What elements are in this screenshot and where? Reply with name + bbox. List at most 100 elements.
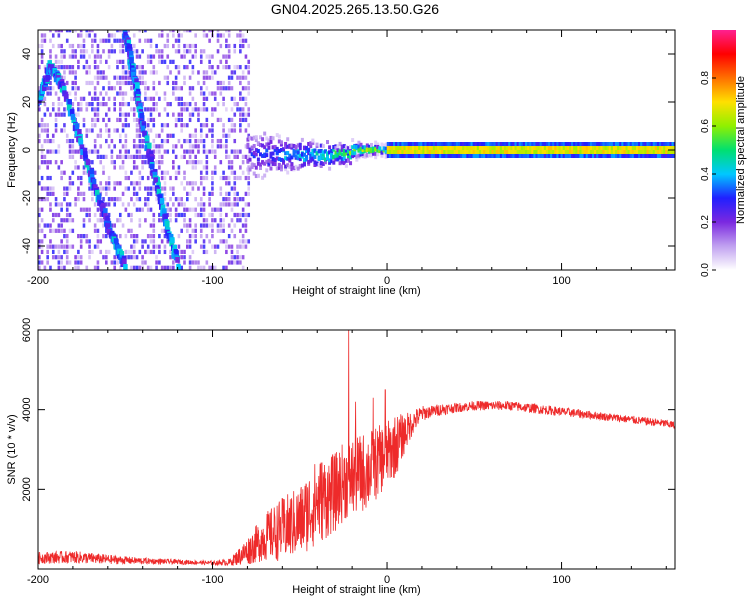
signal-cell (271, 161, 275, 166)
noise-cell (79, 239, 83, 244)
noise-cell (155, 265, 158, 270)
noise-cell (93, 75, 97, 80)
noise-cell (222, 144, 225, 149)
noise-cell (130, 181, 133, 186)
signal-cell (342, 152, 346, 157)
noise-cell (138, 138, 142, 144)
noise-cell (172, 30, 175, 33)
noise-cell (185, 43, 189, 49)
noise-cell (107, 133, 111, 138)
noise-cell (110, 138, 114, 144)
signal-cell (478, 150, 482, 154)
noise-cell (244, 38, 248, 43)
signal-cell (319, 153, 323, 158)
noise-cell (199, 207, 203, 212)
noise-cell (93, 228, 97, 233)
noise-cell (38, 138, 41, 144)
signal-cell (282, 147, 286, 152)
noise-cell (185, 138, 189, 144)
diagonal-ridge-2-cell (169, 240, 174, 247)
signal-cell (596, 142, 600, 146)
signal-cell (340, 152, 344, 157)
noise-cell (144, 107, 147, 112)
signal-cell (455, 150, 459, 154)
noise-cell (247, 112, 251, 117)
noise-cell (166, 65, 170, 70)
noise-cell (102, 234, 105, 239)
signal-cell (658, 154, 662, 158)
noise-cell (93, 138, 97, 144)
spectrogram-y-tick-label: 40 (21, 48, 33, 60)
noise-cell (233, 223, 237, 228)
noise-cell (216, 244, 220, 249)
noise-cell (185, 239, 189, 244)
noise-cell (158, 59, 161, 64)
signal-cell (254, 152, 258, 157)
signal-cell (598, 142, 602, 146)
noise-cell (158, 260, 161, 265)
signal-cell (483, 146, 487, 150)
noise-cell (188, 133, 192, 138)
signal-cell (617, 142, 621, 146)
noise-cell (40, 207, 44, 212)
noise-cell (166, 202, 170, 207)
noise-cell (60, 112, 63, 117)
noise-cell (144, 154, 147, 159)
noise-cell (40, 33, 44, 38)
signal-cell (658, 142, 662, 146)
noise-cell (160, 59, 164, 64)
noise-cell (180, 265, 184, 270)
noise-cell (144, 80, 147, 86)
diagonal-ridge-cell (82, 147, 88, 154)
noise-cell (177, 249, 181, 255)
noise-cell (46, 260, 49, 265)
noise-cell (121, 102, 125, 107)
signal-cell (250, 136, 254, 141)
noise-cell (49, 38, 52, 43)
noise-cell (146, 128, 150, 133)
noise-cell (91, 123, 94, 128)
noise-cell (222, 54, 225, 59)
noise-cell (205, 70, 209, 75)
noise-cell (225, 239, 228, 244)
diagonal-ridge-2-cell (149, 163, 155, 170)
noise-cell (74, 197, 77, 202)
signal-cell (326, 152, 330, 157)
noise-cell (107, 49, 111, 54)
noise-cell (160, 33, 164, 38)
noise-cell (91, 30, 94, 33)
noise-cell (172, 133, 175, 138)
signal-cell (476, 150, 480, 154)
noise-cell (222, 239, 225, 244)
noise-cell (213, 265, 217, 270)
signal-cell (501, 146, 505, 150)
snr-x-label: Height of straight line (km) (292, 584, 420, 596)
noise-cell (152, 86, 156, 91)
noise-cell (152, 54, 156, 59)
noise-cell (124, 102, 128, 107)
signal-cell (585, 154, 589, 158)
noise-cell (222, 128, 225, 133)
noise-cell (227, 165, 231, 170)
noise-cell (233, 70, 237, 75)
noise-cell (222, 223, 225, 228)
signal-cell (349, 161, 353, 166)
noise-cell (194, 212, 197, 218)
signal-cell (403, 150, 407, 154)
noise-cell (113, 197, 116, 202)
noise-cell (132, 138, 136, 144)
signal-cell (254, 174, 258, 179)
noise-cell (91, 197, 94, 202)
signal-cell (487, 146, 491, 150)
signal-cell (648, 150, 652, 154)
noise-cell (199, 160, 203, 165)
noise-cell (230, 170, 234, 175)
noise-cell (233, 255, 237, 260)
noise-cell (216, 49, 220, 54)
noise-cell (46, 128, 49, 133)
noise-cell (49, 138, 52, 144)
signal-cell (369, 147, 373, 152)
noise-cell (236, 33, 239, 38)
signal-cell (263, 173, 267, 178)
noise-cell (146, 234, 150, 239)
